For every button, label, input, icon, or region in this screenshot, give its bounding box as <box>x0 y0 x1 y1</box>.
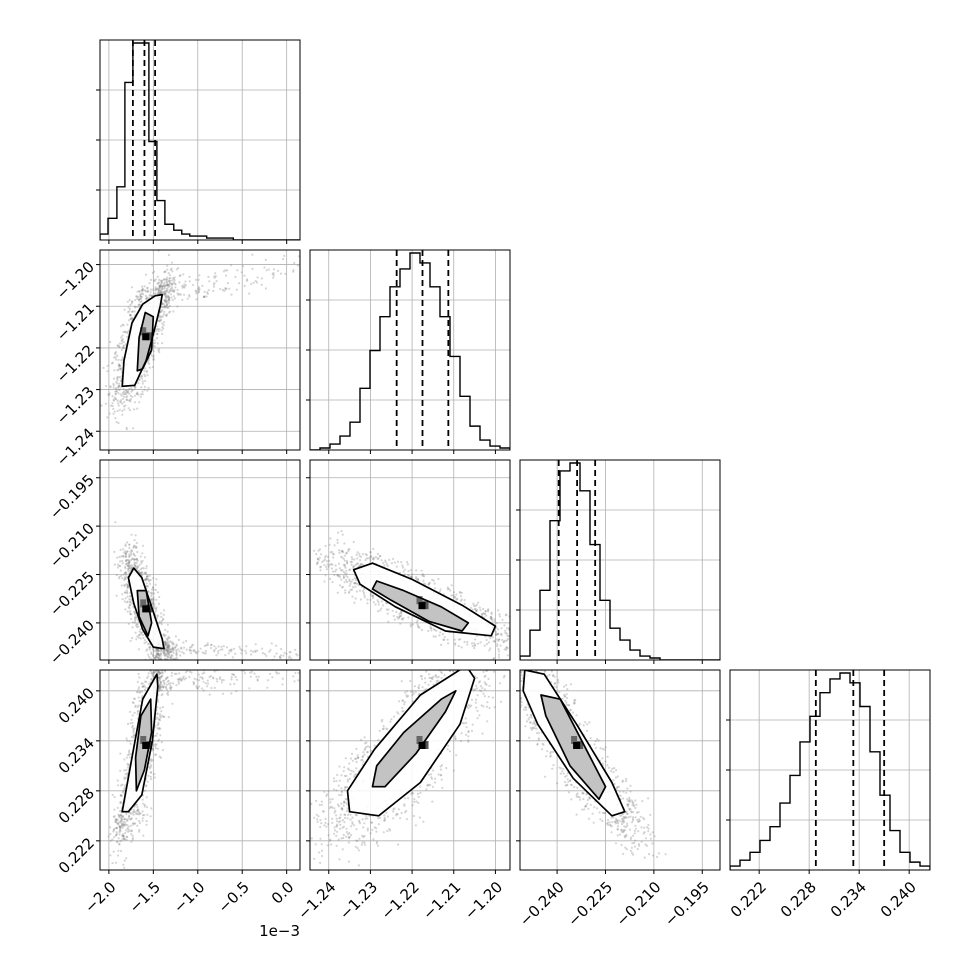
density-block <box>416 596 423 605</box>
density-block <box>140 327 147 336</box>
x-tick-label: −2.0 <box>81 878 119 916</box>
scatter-panel-0-2 <box>96 459 301 664</box>
panel-frame <box>99 669 301 871</box>
x-tick-label: 0.222 <box>727 878 770 921</box>
density-block <box>416 736 423 744</box>
x-tick-label: −1.24 <box>294 878 339 923</box>
x-tick-label: −0.5 <box>214 878 252 916</box>
x-tick-label: −1.21 <box>419 878 464 923</box>
histogram-panel-1 <box>306 249 511 454</box>
histogram-step-2 <box>520 462 720 660</box>
panel-content <box>113 521 299 660</box>
panel-frame <box>99 249 301 451</box>
y-tick-label: −0.210 <box>46 519 98 571</box>
y-tick-label: −1.21 <box>53 300 98 345</box>
histogram-step-1 <box>310 252 510 450</box>
panel-content <box>313 530 510 660</box>
panel-content <box>310 670 506 867</box>
x-tick-label: −0.210 <box>613 878 665 930</box>
x-tick-label: −1.22 <box>378 878 423 923</box>
panel-frame <box>309 669 511 871</box>
axis-offset-label: 1e−3 <box>259 922 300 940</box>
x-tick-label: 0.240 <box>877 878 920 921</box>
x-tick-label: −1.20 <box>461 878 506 923</box>
x-tick-label: 0.228 <box>777 878 820 921</box>
density-block <box>571 736 578 744</box>
contour-line-1 <box>127 567 165 650</box>
scatter-panel-0-1 <box>96 249 301 454</box>
contour-line-1 <box>121 293 164 388</box>
y-tick-label: −0.240 <box>46 616 98 668</box>
scatter-panel-1-3 <box>306 669 511 874</box>
x-tick-label: 0.234 <box>827 878 870 921</box>
y-tick-label: −1.24 <box>53 425 98 470</box>
x-tick-label: −1.23 <box>336 878 381 923</box>
x-tick-label: −0.225 <box>564 878 616 930</box>
scatter-panel-1-2 <box>306 459 511 664</box>
scatter-panel-2-3 <box>516 669 721 874</box>
panel-content <box>100 250 300 431</box>
density-block <box>140 736 147 744</box>
histogram-panel-2 <box>516 459 721 664</box>
histogram-panel-3 <box>726 669 931 874</box>
panel-frame <box>99 459 301 661</box>
x-tick-label: −0.240 <box>516 878 568 930</box>
tick-labels: −2.0 −1.5 −1.0 −0.5 0.0−1.24−1.23−1.22−1.21−… <box>46 258 920 940</box>
x-tick-label: −0.195 <box>661 878 713 930</box>
y-tick-label: 0.228 <box>55 784 98 827</box>
panel-frame <box>519 669 721 871</box>
y-tick-label: 0.234 <box>55 734 98 777</box>
histogram-step-0 <box>100 42 300 240</box>
scatter-panel-0-3 <box>96 669 301 874</box>
scatter-points <box>113 521 299 660</box>
y-tick-label: −1.20 <box>53 258 98 303</box>
y-tick-label: 0.222 <box>55 834 98 877</box>
contour-line-0 <box>136 589 153 637</box>
panel-frame <box>309 459 511 661</box>
density-peak <box>142 742 150 749</box>
y-tick-label: 0.240 <box>55 684 98 727</box>
contour-line-0 <box>371 580 470 632</box>
y-tick-label: −0.195 <box>46 471 98 523</box>
contour-line-0 <box>540 694 607 801</box>
y-tick-label: −1.22 <box>53 341 98 386</box>
x-tick-label: −1.0 <box>170 878 208 916</box>
y-tick-label: −1.23 <box>53 383 98 428</box>
density-peak <box>142 333 150 341</box>
density-peak <box>142 605 150 613</box>
contour-line-1 <box>346 670 476 817</box>
density-block <box>140 599 147 608</box>
y-tick-label: −0.225 <box>46 568 98 620</box>
contour-line-1 <box>522 670 626 817</box>
histogram-step-3 <box>730 672 930 870</box>
histogram-panel-0 <box>96 39 301 244</box>
x-tick-label: 0.0 <box>268 878 298 908</box>
panel-content <box>107 670 300 869</box>
contour-line-1 <box>352 562 497 637</box>
density-fill-inner <box>137 312 154 371</box>
density-peak <box>573 742 581 749</box>
panel-content <box>520 670 667 859</box>
density-fill-inner <box>372 690 456 787</box>
x-tick-label: −1.5 <box>126 878 164 916</box>
contour-line-0 <box>371 689 457 788</box>
density-peak <box>418 602 426 610</box>
contour-line-1 <box>121 673 159 813</box>
contour-line-0 <box>134 698 153 792</box>
